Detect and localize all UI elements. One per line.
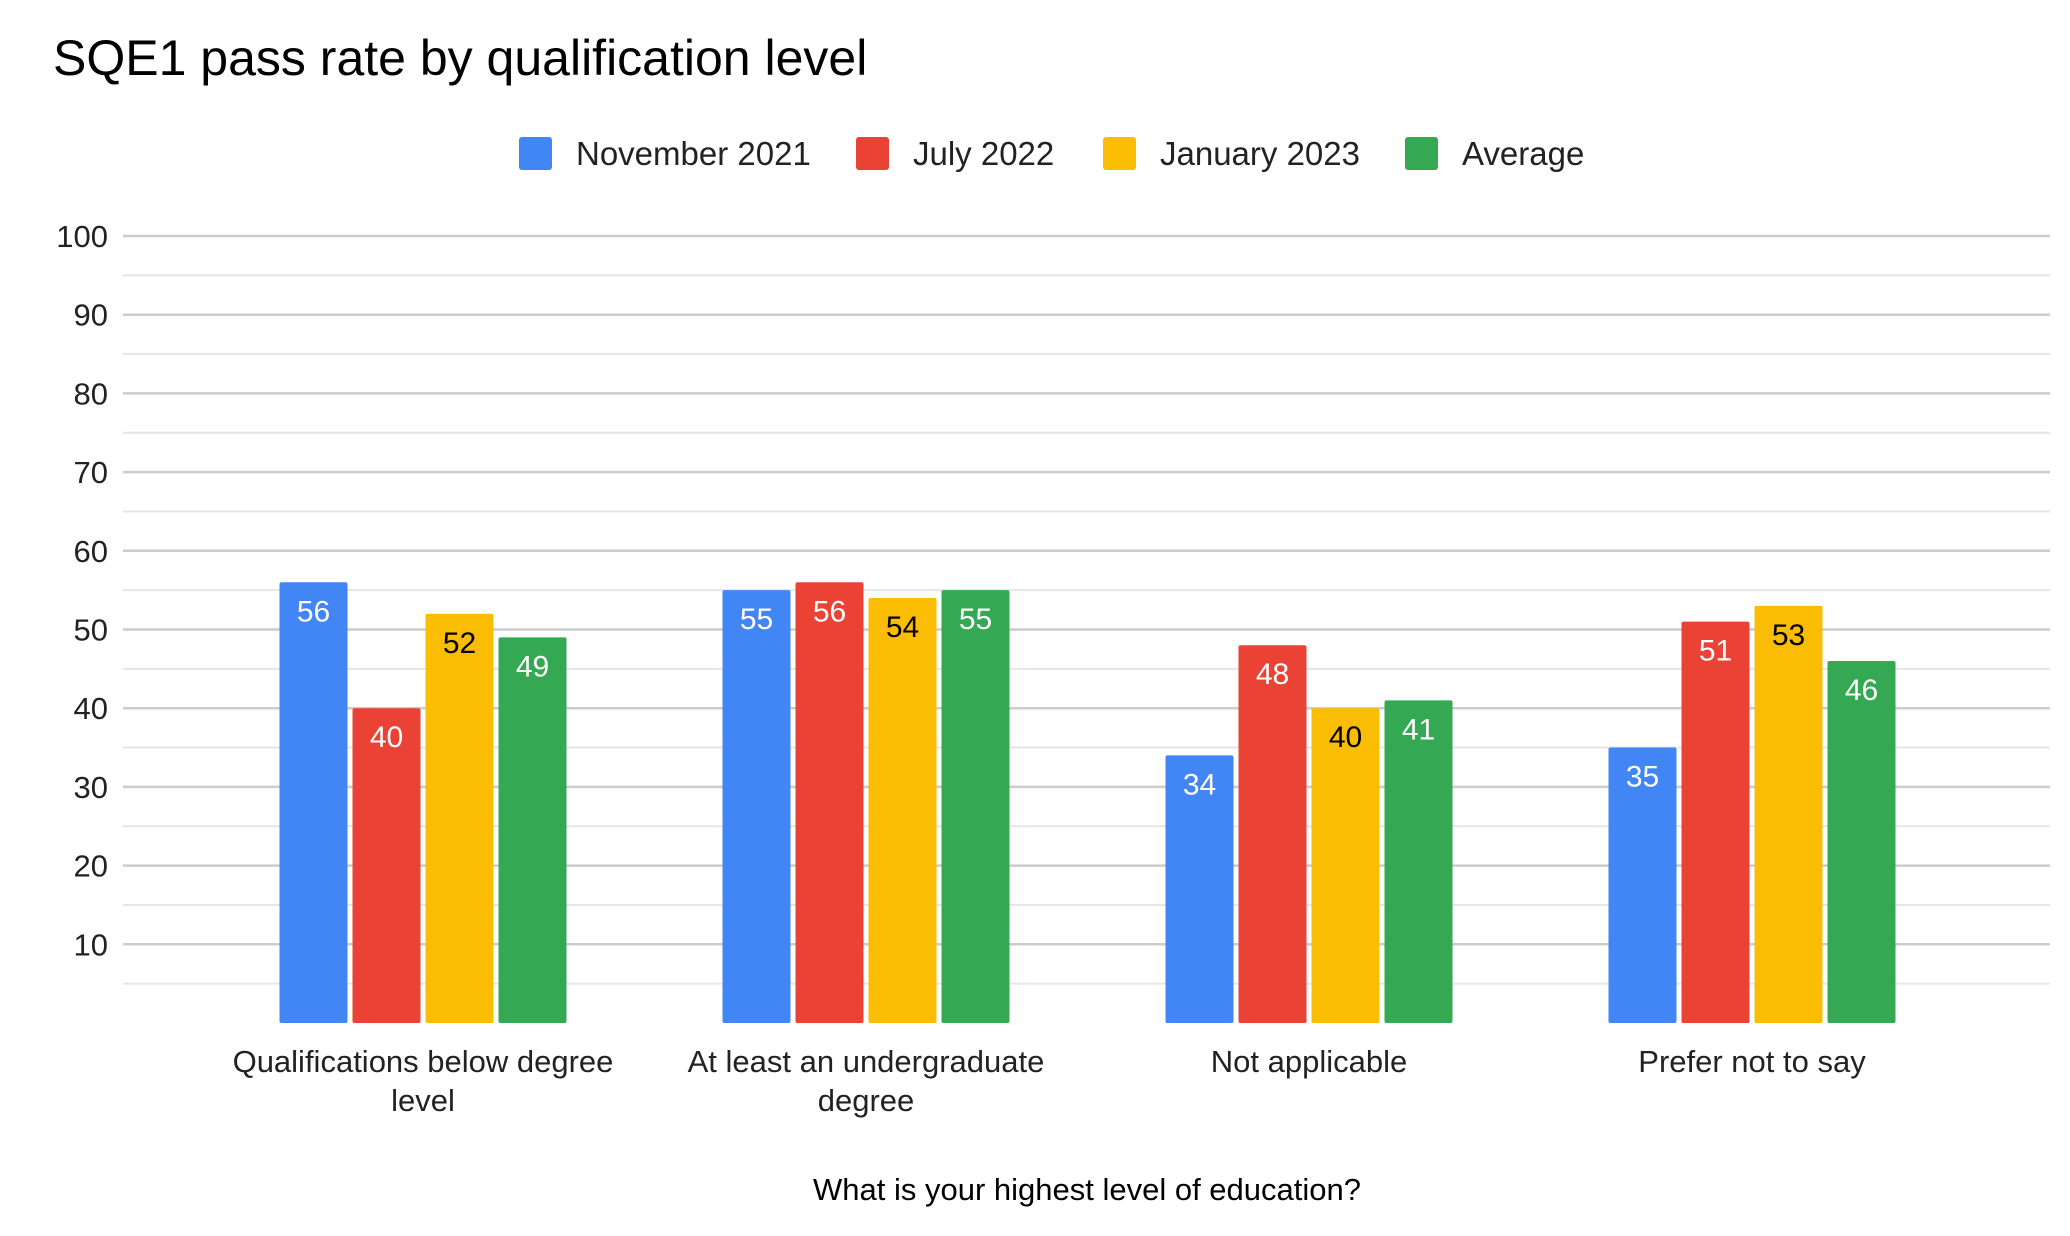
bar — [1311, 708, 1380, 1023]
y-tick-label: 60 — [74, 534, 108, 569]
data-label: 41 — [1402, 713, 1435, 746]
data-label: 40 — [370, 721, 403, 754]
x-tick-label: Not applicable — [1211, 1044, 1407, 1079]
data-label: 35 — [1626, 761, 1659, 794]
legend-label: January 2023 — [1160, 135, 1360, 172]
data-label: 46 — [1845, 674, 1878, 707]
legend: November 2021 July 2022 January 2023 Averag… — [519, 135, 1584, 172]
bar — [941, 590, 1010, 1023]
bar — [868, 598, 937, 1023]
bar — [722, 590, 791, 1023]
bar — [498, 637, 567, 1023]
legend-item: November 2021 — [519, 135, 811, 172]
x-tick-label: level — [391, 1083, 455, 1118]
bar — [352, 708, 421, 1023]
data-label: 51 — [1699, 635, 1732, 668]
legend-swatch — [1405, 137, 1438, 170]
data-label: 34 — [1183, 768, 1216, 801]
y-tick-label: 10 — [74, 927, 108, 962]
y-tick-label: 30 — [74, 770, 108, 805]
bar — [1754, 605, 1823, 1023]
bar — [1827, 660, 1896, 1023]
data-label: 49 — [516, 650, 549, 683]
y-tick-label: 80 — [74, 376, 108, 411]
x-axis-title: What is your highest level of education? — [813, 1172, 1361, 1207]
legend-label: July 2022 — [913, 135, 1054, 172]
data-label: 53 — [1772, 619, 1805, 652]
legend-label: Average — [1462, 135, 1584, 172]
bar — [279, 582, 348, 1023]
data-label: 54 — [886, 611, 919, 644]
bar — [1608, 747, 1677, 1023]
legend-swatch — [519, 137, 552, 170]
legend-label: November 2021 — [576, 135, 811, 172]
x-tick-label: At least an undergraduate — [688, 1044, 1045, 1079]
legend-item: July 2022 — [856, 135, 1054, 172]
data-label: 48 — [1256, 658, 1289, 691]
y-tick-label: 90 — [74, 298, 108, 333]
y-axis-ticks: 10 20 30 40 50 60 70 80 90 100 — [56, 219, 108, 962]
y-tick-label: 40 — [74, 691, 108, 726]
data-label: 55 — [740, 603, 773, 636]
data-label: 52 — [443, 627, 476, 660]
legend-swatch — [1103, 137, 1136, 170]
y-tick-label: 100 — [56, 219, 108, 254]
bar — [1681, 621, 1750, 1023]
x-tick-label: Qualifications below degree — [233, 1044, 614, 1079]
data-label: 55 — [959, 603, 992, 636]
bar — [425, 613, 494, 1023]
data-label: 40 — [1329, 721, 1362, 754]
x-axis-ticks: Qualifications below degree level At least… — [233, 1044, 1867, 1118]
bar — [795, 582, 864, 1023]
legend-swatch — [856, 137, 889, 170]
y-tick-label: 20 — [74, 849, 108, 884]
y-tick-label: 50 — [74, 613, 108, 648]
legend-item: January 2023 — [1103, 135, 1360, 172]
bars: 56 40 52 49 55 56 54 55 34 48 40 41 35 51 53 46 — [279, 582, 1896, 1023]
chart-title: SQE1 pass rate by qualification level — [53, 30, 867, 86]
x-tick-label: degree — [818, 1083, 915, 1118]
bar — [1165, 755, 1234, 1023]
x-tick-label: Prefer not to say — [1638, 1044, 1866, 1079]
bar — [1384, 700, 1453, 1023]
bar — [1238, 645, 1307, 1023]
data-label: 56 — [813, 595, 846, 628]
y-tick-label: 70 — [74, 455, 108, 490]
legend-item: Average — [1405, 135, 1584, 172]
data-label: 56 — [297, 595, 330, 628]
